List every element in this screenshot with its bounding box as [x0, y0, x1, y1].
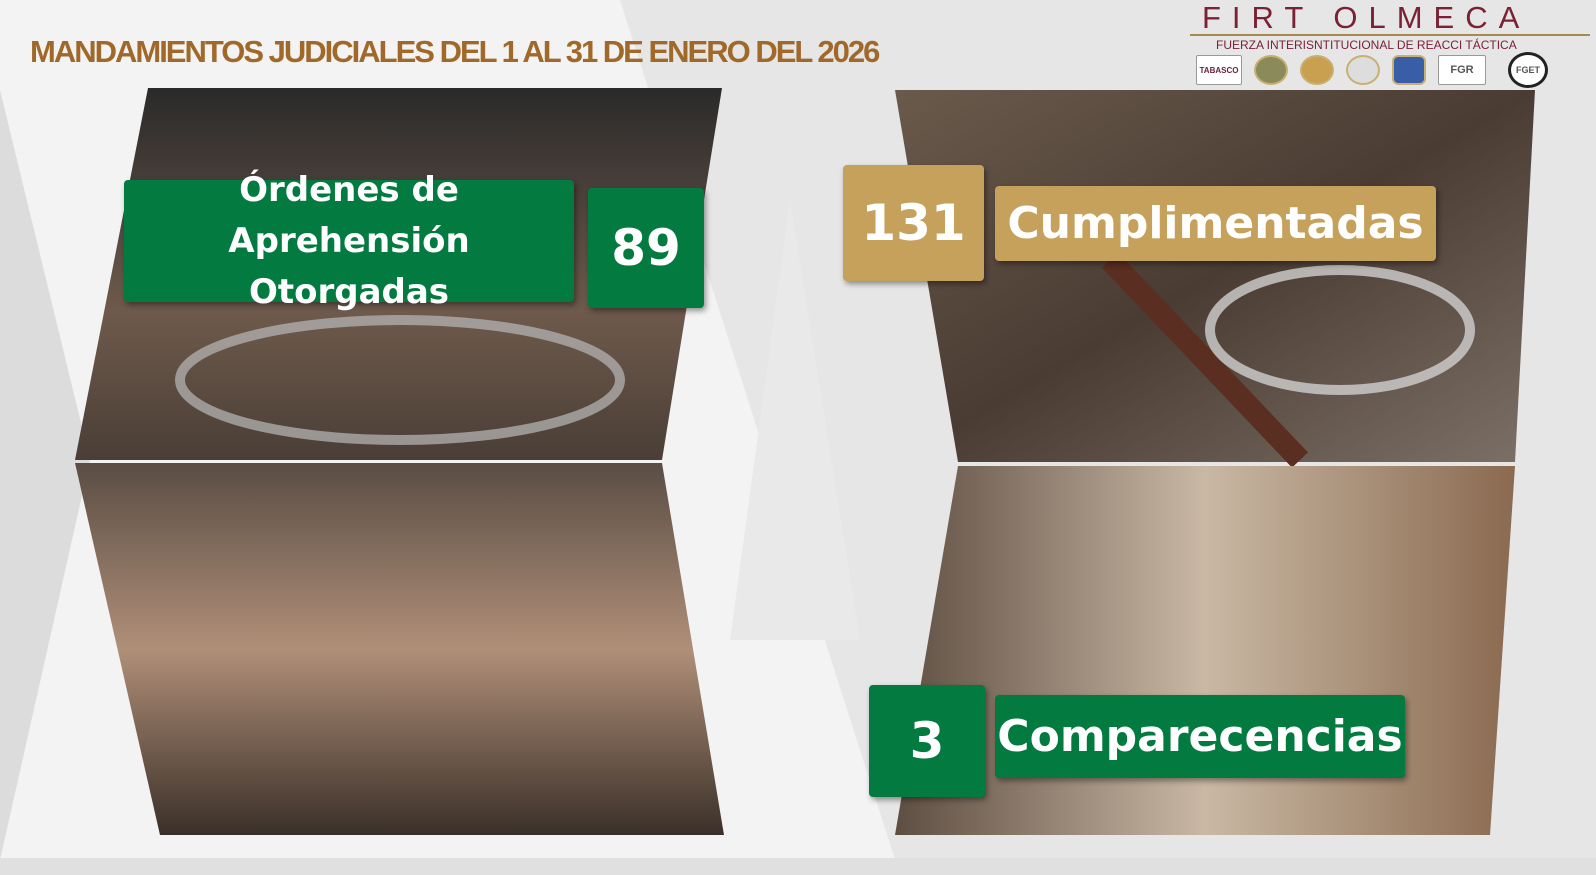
photo-handcuffed-hands-bottom: [75, 463, 724, 835]
brand-divider: [1190, 34, 1590, 36]
brand-subtitle: FUERZA INTERISNTITUCIONAL DE REACCI TÁCT…: [1216, 38, 1517, 52]
institution-logos: TABASCO FGR FGET: [1196, 52, 1548, 88]
photo-courtroom: [895, 466, 1515, 835]
cumplimentadas-value: 131: [843, 165, 984, 281]
fget-logo: FGET: [1508, 52, 1548, 88]
seal-logo: [1346, 55, 1380, 85]
fgr-logo: FGR: [1438, 55, 1486, 85]
ordenes-value: 89: [588, 188, 704, 308]
ordenes-label: Órdenes de Aprehensión Otorgadas: [124, 170, 574, 312]
brand-header: FIRT OLMECA FUERZA INTERISNTITUCIONAL DE…: [1190, 0, 1590, 90]
comparecencias-value: 3: [869, 685, 985, 797]
tabasco-logo: TABASCO: [1196, 55, 1242, 85]
police-star-logo: [1392, 55, 1426, 85]
photo-gavel-handcuffs: [895, 90, 1535, 462]
brand-name: FIRT OLMECA: [1202, 0, 1531, 35]
page-title: MANDAMIENTOS JUDICIALES DEL 1 AL 31 DE E…: [30, 34, 880, 69]
comparecencias-label: Comparecencias: [995, 695, 1405, 778]
seal-logo: [1300, 55, 1334, 85]
seal-logo: [1254, 55, 1288, 85]
cumplimentadas-label: Cumplimentadas: [995, 186, 1436, 261]
